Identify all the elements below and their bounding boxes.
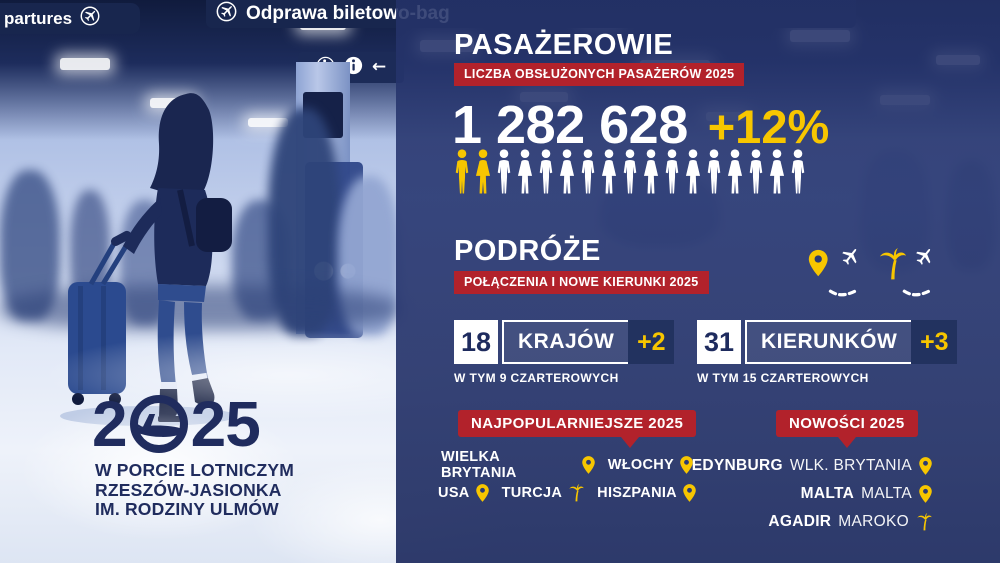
person-female-icon bbox=[641, 149, 661, 194]
countries-delta: +2 bbox=[628, 320, 675, 364]
person-male-icon bbox=[788, 149, 808, 194]
countries-count: 18 bbox=[454, 320, 498, 364]
news-country: WLK. BRYTANIA bbox=[789, 456, 912, 474]
destination-label: WIELKA BRYTANIA bbox=[441, 449, 517, 481]
person-female-icon bbox=[599, 149, 619, 194]
news-city: AGADIR bbox=[768, 512, 832, 530]
travel-icons bbox=[806, 244, 940, 304]
departures-sign: partures bbox=[0, 3, 140, 34]
destination-label: USA bbox=[438, 485, 470, 501]
airport-name-line: IM. RODZINY ULMÓW bbox=[95, 499, 279, 519]
person-female-icon bbox=[683, 149, 703, 194]
news-list: EDYNBURG WLK. BRYTANIA MALTA MALTA AGADIR MAR… bbox=[688, 452, 932, 535]
news-row: EDYNBURG WLK. BRYTANIA bbox=[688, 452, 932, 479]
passengers-title: PASAŻEROWIE bbox=[454, 29, 674, 61]
countries-stat: 18 KRAJÓW +2 bbox=[454, 320, 675, 364]
passengers-count-row: 1 282 628 +12% bbox=[452, 98, 829, 152]
logo-year-prefix: 2 bbox=[92, 388, 128, 460]
pin-icon bbox=[919, 484, 932, 503]
airport-name-line: RZESZÓW-JASIONKA bbox=[95, 479, 282, 500]
passengers-banner: LICZBA OBSŁUŻONYCH PASAŻERÓW 2025 bbox=[454, 63, 745, 86]
destination-label: TURCJA bbox=[501, 485, 563, 501]
palm-plane-icon bbox=[878, 244, 940, 304]
person-male-icon bbox=[578, 149, 598, 194]
palm-icon bbox=[916, 512, 932, 531]
countries-note: W TYM 9 CZARTEROWYCH bbox=[454, 371, 619, 385]
person-male-icon bbox=[452, 149, 472, 194]
ceiling-light bbox=[60, 58, 110, 70]
person-male-icon bbox=[494, 149, 514, 194]
plane-circle-icon bbox=[80, 6, 100, 31]
destination-label: HISZPANIA bbox=[597, 485, 677, 501]
person-male-icon bbox=[746, 149, 766, 194]
news-country: MAROKO bbox=[838, 512, 909, 530]
directions-note: W TYM 15 CZARTEROWYCH bbox=[697, 371, 869, 385]
directions-delta: +3 bbox=[911, 320, 958, 364]
travel-banner: POŁĄCZENIA I NOWE KIERUNKI 2025 bbox=[454, 271, 709, 294]
passenger-growth: +12% bbox=[707, 100, 830, 153]
airport-year-logo: 2 25 bbox=[92, 388, 261, 460]
directions-count: 31 bbox=[697, 320, 741, 364]
popular-badge: NAJPOPULARNIEJSZE 2025 bbox=[458, 410, 697, 437]
passenger-pictograms bbox=[452, 149, 808, 194]
pin-icon bbox=[475, 484, 489, 502]
news-city: EDYNBURG bbox=[691, 456, 783, 474]
countries-label: KRAJÓW bbox=[502, 320, 631, 364]
person-female-icon bbox=[515, 149, 535, 194]
logo-year-suffix: 25 bbox=[190, 388, 261, 460]
passenger-count: 1 282 628 bbox=[452, 95, 688, 155]
person-male-icon bbox=[704, 149, 724, 194]
popular-row: USA TURCJA HISZPANIA bbox=[438, 480, 696, 506]
ceiling-light bbox=[248, 118, 288, 127]
person-female-icon bbox=[557, 149, 577, 194]
destination-item: USA bbox=[438, 484, 489, 502]
plane-ring-icon bbox=[129, 395, 188, 453]
destination-item: HISZPANIA bbox=[597, 484, 696, 502]
destination-item: WŁOCHY bbox=[608, 456, 693, 474]
pin-icon bbox=[581, 456, 595, 474]
directions-label: KIERUNKÓW bbox=[745, 320, 914, 364]
news-row: MALTA MALTA bbox=[688, 480, 932, 507]
airport-name: W PORCIE LOTNICZYM RZESZÓW-JASIONKA IM. … bbox=[95, 460, 295, 520]
pin-plane-icon bbox=[806, 244, 868, 304]
destination-item: TURCJA bbox=[502, 484, 585, 502]
directions-stat: 31 KIERUNKÓW +3 bbox=[697, 320, 958, 364]
person-female-icon bbox=[725, 149, 745, 194]
departures-sign-label: partures bbox=[4, 8, 73, 28]
news-row: AGADIR MAROKO bbox=[688, 508, 932, 535]
person-male-icon bbox=[662, 149, 682, 194]
destination-label: WŁOCHY bbox=[607, 457, 674, 473]
left-arrow-icon: ← bbox=[371, 57, 387, 77]
news-badge: NOWOŚCI 2025 bbox=[776, 410, 918, 437]
popular-row: WIELKA BRYTANIA WŁOCHY bbox=[441, 449, 693, 481]
airport-name-line: W PORCIE LOTNICZYM bbox=[95, 460, 295, 480]
pin-icon bbox=[680, 456, 693, 474]
person-female-icon bbox=[767, 149, 787, 194]
pin-icon bbox=[683, 484, 696, 502]
palm-icon bbox=[568, 484, 584, 502]
popular-list: WIELKA BRYTANIA WŁOCHY USA TURCJA HISZPANIA bbox=[438, 449, 696, 506]
news-city: MALTA bbox=[800, 484, 855, 502]
person-male-icon bbox=[536, 149, 556, 194]
travel-title: PODRÓŻE bbox=[454, 235, 601, 267]
person-female-icon bbox=[473, 149, 493, 194]
plane-circle-icon bbox=[216, 1, 237, 28]
destination-item: WIELKA BRYTANIA bbox=[441, 449, 595, 481]
pin-icon bbox=[919, 456, 932, 475]
person-male-icon bbox=[620, 149, 640, 194]
news-country: MALTA bbox=[861, 484, 912, 502]
